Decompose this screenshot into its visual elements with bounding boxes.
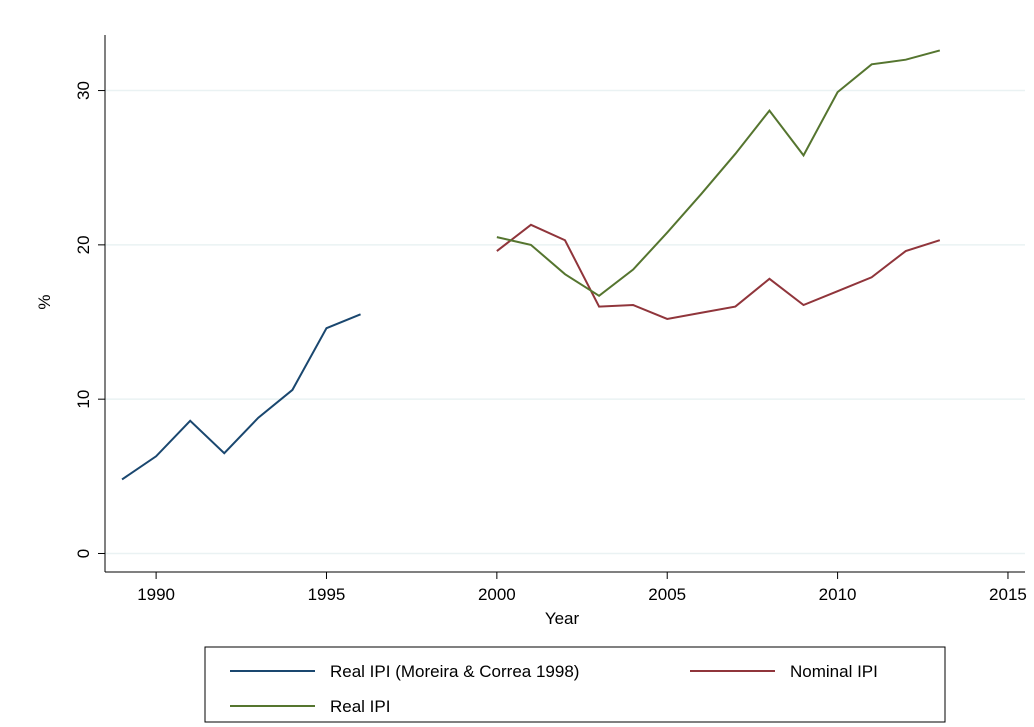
x-tick-label: 1990 (137, 585, 175, 604)
series-line (121, 313, 361, 481)
y-tick-label: 30 (74, 81, 93, 100)
x-tick-label: 2010 (819, 585, 857, 604)
series-line (496, 223, 941, 320)
series-line (496, 49, 941, 298)
x-tick-label: 1995 (308, 585, 346, 604)
y-axis-title: % (35, 294, 54, 309)
legend-label: Real IPI (330, 697, 390, 716)
x-tick-label: 2005 (648, 585, 686, 604)
legend-label: Real IPI (Moreira & Correa 1998) (330, 662, 579, 681)
y-tick-label: 0 (74, 549, 93, 558)
legend-box (204, 646, 946, 723)
x-axis-title: Year (545, 609, 580, 628)
y-tick-label: 20 (74, 235, 93, 254)
y-tick-label: 10 (74, 390, 93, 409)
x-tick-label: 2000 (478, 585, 516, 604)
x-tick-label: 2015 (989, 585, 1027, 604)
legend-label: Nominal IPI (790, 662, 878, 681)
